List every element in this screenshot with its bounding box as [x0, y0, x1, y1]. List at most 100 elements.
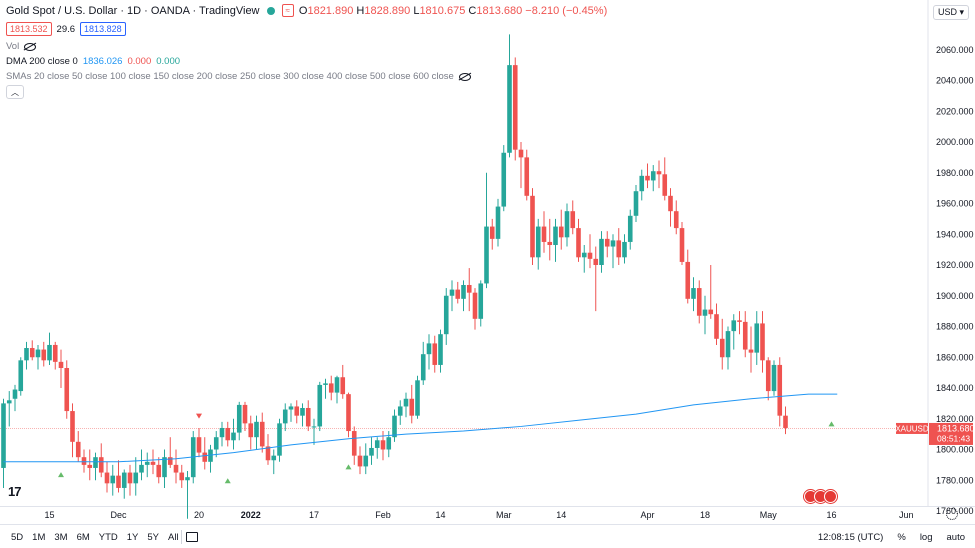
candle[interactable] — [110, 464, 116, 496]
candle[interactable] — [340, 364, 346, 399]
candle[interactable] — [156, 457, 162, 484]
eye-hidden-icon[interactable] — [24, 42, 37, 51]
candle[interactable] — [231, 418, 236, 450]
candle[interactable] — [524, 149, 530, 201]
auto-button[interactable]: auto — [946, 531, 966, 543]
candle[interactable] — [466, 268, 472, 312]
candle[interactable] — [167, 437, 173, 468]
candle[interactable] — [288, 403, 294, 422]
candle[interactable] — [116, 460, 121, 493]
smas-label[interactable]: SMAs 20 close 50 close 100 close 150 clo… — [6, 71, 454, 82]
candle[interactable] — [254, 415, 259, 450]
candle[interactable] — [196, 427, 202, 458]
candle[interactable] — [294, 400, 300, 424]
candle[interactable] — [317, 381, 323, 432]
candle[interactable] — [610, 234, 616, 269]
candle[interactable] — [374, 437, 380, 459]
candle[interactable] — [489, 218, 495, 250]
range-button-1y[interactable]: 1Y — [126, 531, 139, 543]
candle[interactable] — [98, 443, 104, 478]
candle[interactable] — [87, 449, 93, 481]
candle[interactable] — [305, 400, 311, 432]
gear-icon[interactable] — [946, 508, 958, 520]
candle[interactable] — [64, 360, 70, 419]
candle[interactable] — [12, 384, 18, 412]
candle[interactable] — [432, 335, 438, 373]
range-button-1m[interactable]: 1M — [32, 531, 46, 543]
candle[interactable] — [357, 446, 363, 475]
candle[interactable] — [748, 326, 754, 373]
candle[interactable] — [570, 200, 576, 235]
candle[interactable] — [650, 165, 656, 192]
candle[interactable] — [576, 218, 581, 262]
candle[interactable] — [587, 234, 593, 269]
candle[interactable] — [277, 418, 282, 462]
candle[interactable] — [24, 341, 29, 370]
candle[interactable] — [271, 449, 277, 475]
calendar-icon[interactable] — [185, 532, 198, 542]
dma-label[interactable]: DMA 200 close 0 — [6, 56, 78, 67]
range-button-5d[interactable]: 5D — [11, 531, 24, 543]
candle[interactable] — [248, 415, 254, 450]
candle[interactable] — [104, 461, 110, 493]
candle[interactable] — [518, 142, 524, 189]
currency-button[interactable]: USD ▾ — [932, 5, 969, 20]
log-button[interactable]: log — [919, 531, 933, 543]
candle[interactable] — [225, 421, 231, 447]
candle[interactable] — [622, 234, 627, 264]
replay-icon[interactable]: ≈ — [281, 4, 294, 17]
percent-button[interactable]: % — [897, 531, 906, 543]
candle[interactable] — [771, 360, 777, 396]
collapse-legend-icon[interactable]: ︿ — [6, 85, 24, 99]
candle[interactable] — [541, 211, 547, 253]
candle[interactable] — [765, 357, 771, 401]
candle[interactable] — [478, 280, 484, 327]
candle[interactable] — [501, 145, 507, 212]
candle[interactable] — [777, 357, 783, 427]
candle[interactable] — [328, 375, 334, 401]
candle[interactable] — [547, 218, 553, 261]
candle[interactable] — [236, 401, 242, 441]
candle[interactable] — [162, 449, 167, 488]
candle[interactable] — [202, 437, 208, 470]
candle[interactable] — [472, 288, 478, 330]
candle[interactable] — [731, 314, 737, 350]
candle[interactable] — [173, 449, 179, 484]
candle[interactable] — [265, 434, 271, 465]
events-icon[interactable] — [804, 490, 837, 503]
candle[interactable] — [219, 421, 225, 447]
candle[interactable] — [397, 400, 403, 425]
candle[interactable] — [656, 160, 662, 189]
candle[interactable] — [461, 280, 466, 312]
tradingview-logo[interactable]: 17 — [8, 484, 22, 499]
candle[interactable] — [185, 471, 190, 519]
candle[interactable] — [363, 443, 369, 475]
candle[interactable] — [121, 469, 127, 499]
candle[interactable] — [29, 340, 35, 361]
candle[interactable] — [1, 398, 6, 488]
candle[interactable] — [691, 277, 696, 312]
candle[interactable] — [144, 452, 150, 478]
candle[interactable] — [507, 34, 512, 158]
vol-label[interactable]: Vol — [6, 41, 20, 52]
candle[interactable] — [6, 391, 12, 427]
candle[interactable] — [455, 281, 461, 304]
range-button-6m[interactable]: 6M — [76, 531, 90, 543]
candle[interactable] — [81, 449, 87, 473]
candle[interactable] — [18, 357, 24, 396]
candle[interactable] — [679, 221, 685, 265]
candle[interactable] — [300, 403, 305, 427]
candle[interactable] — [75, 431, 81, 462]
candle[interactable] — [558, 209, 564, 250]
candle[interactable] — [484, 172, 489, 289]
range-button-ytd[interactable]: YTD — [98, 531, 118, 543]
candle[interactable] — [639, 169, 645, 201]
range-button-all[interactable]: All — [168, 531, 179, 543]
candle[interactable] — [403, 392, 409, 418]
candle[interactable] — [725, 326, 731, 370]
candle[interactable] — [495, 198, 501, 247]
candle[interactable] — [627, 209, 633, 250]
candle[interactable] — [409, 384, 415, 424]
candle[interactable] — [783, 406, 788, 435]
candle[interactable] — [41, 341, 47, 367]
